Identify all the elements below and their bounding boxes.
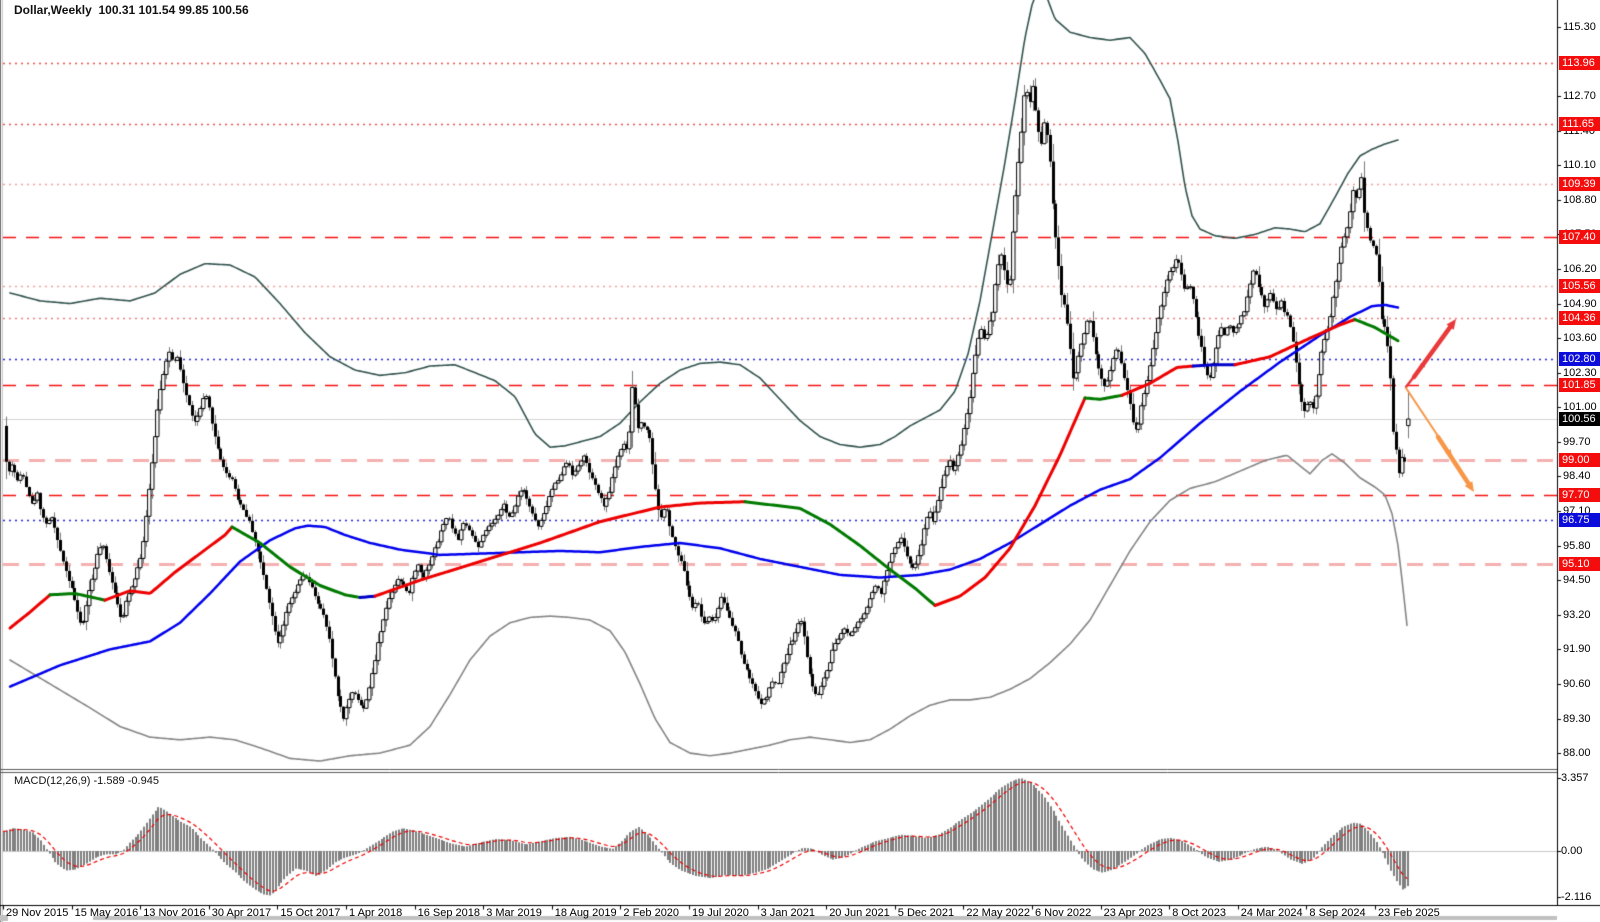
time-axis-label: 13 Nov 2016 [143, 907, 206, 919]
time-axis-label: 16 Sep 2018 [417, 907, 480, 919]
price-axis-tick: 90.60 [1563, 677, 1591, 690]
time-axis-label: 24 Mar 2024 [1240, 907, 1303, 919]
time-axis-label: 6 Nov 2022 [1035, 907, 1092, 919]
time-axis-label: 15 Oct 2017 [280, 907, 341, 919]
time-axis-label: 3 Jan 2021 [760, 907, 816, 919]
price-level-label[interactable]: 104.36 [1559, 310, 1600, 325]
price-axis-tick: 91.90 [1563, 643, 1591, 656]
time-axis-label: 18 Aug 2019 [554, 907, 617, 919]
price-axis-tick: 103.60 [1563, 332, 1597, 345]
symbol-period-label: Dollar,Weekly [14, 3, 92, 17]
price-axis-tick: 89.30 [1563, 712, 1591, 725]
price-axis-tick: 104.90 [1563, 297, 1597, 310]
time-axis-label: 22 May 2022 [966, 907, 1030, 919]
price-axis-tick: 93.20 [1563, 608, 1591, 621]
time-axis-label: 2 Feb 2020 [623, 907, 680, 919]
macd-main-value: -1.589 [93, 775, 125, 787]
price-axis-tick: 108.80 [1563, 193, 1597, 206]
time-axis-label: 23 Feb 2025 [1378, 907, 1440, 919]
time-axis-label: 23 Apr 2023 [1103, 907, 1163, 919]
price-level-label[interactable]: 101.85 [1559, 377, 1600, 392]
price-axis-tick: 94.50 [1563, 574, 1591, 587]
price-level-label[interactable]: 107.40 [1559, 230, 1600, 245]
macd-scale-max: 3.357 [1561, 772, 1589, 784]
macd-scale-zero: 0.00 [1561, 845, 1583, 857]
time-axis-label: 19 Jul 2020 [692, 907, 749, 919]
macd-name: MACD(12,26,9) [14, 775, 91, 787]
price-level-label[interactable]: 99.00 [1559, 453, 1600, 468]
time-axis-label: 30 Apr 2017 [211, 907, 272, 919]
price-level-label[interactable]: 97.70 [1559, 488, 1600, 503]
price-axis-tick: 112.70 [1563, 90, 1596, 103]
time-axis-label: 1 Apr 2018 [349, 907, 403, 919]
price-axis-tick: 101.00 [1563, 401, 1597, 414]
time-axis-label: 20 Jun 2021 [829, 907, 890, 919]
macd-signal-value: -0.945 [127, 775, 159, 787]
price-level-label[interactable]: 105.56 [1559, 279, 1600, 293]
time-axis-label: 3 Mar 2019 [486, 907, 542, 919]
macd-scale-min: -2.116 [1561, 891, 1592, 903]
price-level-label[interactable]: 113.96 [1559, 55, 1600, 70]
price-axis-tick: 110.10 [1563, 159, 1596, 172]
ohlc-values: 100.31 101.54 99.85 100.56 [98, 3, 249, 17]
price-axis-tick: 106.20 [1563, 262, 1597, 275]
price-axis-tick: 99.70 [1563, 435, 1591, 448]
price-axis-tick: 115.30 [1563, 20, 1596, 33]
time-axis-label: 8 Sep 2024 [1309, 907, 1366, 919]
price-level-label[interactable]: 96.75 [1559, 513, 1600, 528]
price-level-label[interactable]: 102.80 [1559, 352, 1600, 367]
price-level-label[interactable]: 111.65 [1559, 117, 1600, 131]
time-axis-label: 29 Nov 2015 [6, 907, 69, 919]
time-axis-label: 8 Oct 2023 [1172, 907, 1227, 919]
price-axis-tick: 102.30 [1563, 366, 1597, 379]
price-level-label[interactable]: 95.10 [1559, 557, 1600, 572]
price-axis-tick: 88.00 [1563, 747, 1591, 760]
time-axis-label: 15 May 2016 [74, 907, 139, 919]
chart-title: Dollar,Weekly 100.31 101.54 99.85 100.56 [14, 3, 249, 17]
macd-indicator-label: MACD(12,26,9) -1.589 -0.945 [14, 775, 159, 787]
time-axis-label: 5 Dec 2021 [897, 907, 955, 919]
current-price-label: 100.56 [1559, 412, 1600, 426]
price-axis-tick: 98.40 [1563, 470, 1591, 483]
price-axis-tick: 95.80 [1563, 539, 1591, 552]
price-level-label[interactable]: 109.39 [1559, 177, 1600, 192]
